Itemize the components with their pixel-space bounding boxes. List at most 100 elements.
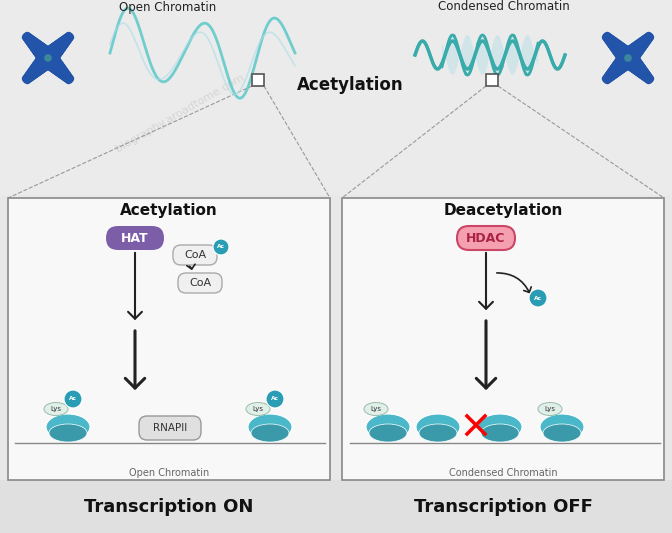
Ellipse shape [45,46,60,61]
Ellipse shape [634,41,646,52]
Ellipse shape [610,41,622,52]
Ellipse shape [538,402,562,416]
Circle shape [624,54,632,62]
Ellipse shape [633,41,645,53]
Ellipse shape [610,40,622,52]
Ellipse shape [28,67,40,77]
Ellipse shape [58,38,69,49]
Ellipse shape [610,64,622,76]
Ellipse shape [29,39,40,50]
Ellipse shape [631,42,644,55]
Ellipse shape [64,74,73,83]
Ellipse shape [605,71,616,80]
Ellipse shape [640,36,650,46]
Circle shape [529,289,547,307]
Ellipse shape [30,41,42,52]
Ellipse shape [612,43,626,55]
Ellipse shape [65,33,73,41]
Ellipse shape [44,54,59,69]
Ellipse shape [24,74,32,83]
Ellipse shape [416,414,460,440]
Ellipse shape [22,32,30,40]
Ellipse shape [60,71,71,80]
Ellipse shape [65,75,73,84]
Ellipse shape [604,34,613,43]
Ellipse shape [34,44,48,58]
Ellipse shape [34,58,48,71]
Ellipse shape [52,41,65,54]
Ellipse shape [610,39,622,51]
Ellipse shape [63,34,72,43]
Text: Acetylation: Acetylation [120,204,218,219]
Text: CoA: CoA [189,278,211,288]
Ellipse shape [30,40,42,52]
Ellipse shape [626,45,640,60]
Ellipse shape [64,34,73,42]
Ellipse shape [34,44,48,58]
Ellipse shape [53,41,65,53]
Text: Lys: Lys [544,406,556,412]
Ellipse shape [54,39,67,51]
Ellipse shape [56,38,67,50]
Ellipse shape [607,38,618,49]
Ellipse shape [55,39,67,51]
FancyBboxPatch shape [106,226,164,250]
Ellipse shape [610,66,621,77]
Ellipse shape [636,66,647,77]
Ellipse shape [637,67,648,78]
Ellipse shape [614,59,627,72]
Ellipse shape [251,424,289,442]
Ellipse shape [45,46,60,61]
Ellipse shape [27,69,37,79]
Text: Lys: Lys [253,406,263,412]
Ellipse shape [369,424,407,442]
Ellipse shape [602,76,610,84]
Ellipse shape [627,45,641,59]
Ellipse shape [30,64,42,76]
Ellipse shape [643,73,652,82]
Ellipse shape [23,33,31,41]
Ellipse shape [248,414,292,440]
Ellipse shape [51,42,64,55]
Ellipse shape [642,72,651,81]
Ellipse shape [644,34,653,42]
Ellipse shape [636,39,647,50]
Ellipse shape [630,61,644,74]
Ellipse shape [65,75,73,83]
Ellipse shape [603,33,612,41]
Ellipse shape [642,35,651,44]
Ellipse shape [60,70,70,80]
Text: Lys: Lys [370,406,382,412]
Ellipse shape [55,66,67,77]
FancyBboxPatch shape [457,226,515,250]
Ellipse shape [34,44,47,57]
Ellipse shape [638,38,648,49]
Ellipse shape [36,56,50,70]
Ellipse shape [605,35,614,44]
Ellipse shape [56,67,67,77]
Ellipse shape [638,37,648,48]
Ellipse shape [626,46,640,61]
Ellipse shape [22,76,30,84]
Ellipse shape [30,63,42,76]
Ellipse shape [50,43,64,55]
Ellipse shape [626,46,640,60]
Ellipse shape [36,55,50,70]
Ellipse shape [35,45,50,60]
Ellipse shape [61,35,71,45]
Circle shape [266,390,284,408]
Ellipse shape [28,38,38,49]
Ellipse shape [58,68,69,79]
Ellipse shape [640,37,649,46]
Ellipse shape [54,63,65,76]
FancyBboxPatch shape [173,245,217,265]
Ellipse shape [65,33,73,41]
Text: biography.aroadtome.com: biography.aroadtome.com [114,72,246,154]
Ellipse shape [50,61,64,74]
Ellipse shape [31,63,43,75]
Ellipse shape [610,63,622,76]
Ellipse shape [611,41,623,53]
Ellipse shape [640,36,650,45]
Ellipse shape [53,63,65,75]
Ellipse shape [49,424,87,442]
